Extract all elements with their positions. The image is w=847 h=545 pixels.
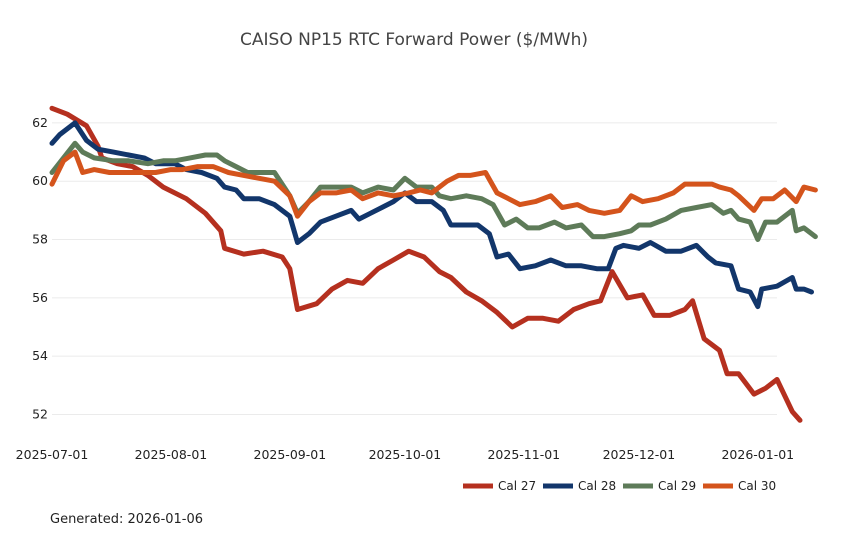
series-line-cal-28 xyxy=(49,120,814,310)
x-tick-label: 2025-09-01 xyxy=(254,447,327,462)
y-axis-ticks: 52 54 56 58 60 62 xyxy=(32,115,48,422)
y-tick-label: 52 xyxy=(32,407,48,422)
y-tick-label: 60 xyxy=(32,173,48,188)
y-tick-label: 56 xyxy=(32,290,48,305)
y-tick-label: 58 xyxy=(32,232,48,247)
series-line-cal-27 xyxy=(49,105,803,423)
x-tick-label: 2025-10-01 xyxy=(369,447,442,462)
legend-label: Cal 30 xyxy=(738,479,776,493)
series-line-cal-29 xyxy=(49,140,818,242)
series-line-cal-30 xyxy=(49,149,818,219)
y-tick-label: 62 xyxy=(32,115,48,130)
chart-title: CAISO NP15 RTC Forward Power ($/MWh) xyxy=(240,30,588,50)
x-tick-label: 2025-08-01 xyxy=(135,447,208,462)
x-tick-label: 2026-01-01 xyxy=(721,447,794,462)
legend-label: Cal 28 xyxy=(578,479,616,493)
legend-label: Cal 27 xyxy=(498,479,536,493)
x-axis-ticks: 2025-07-01 2025-08-01 2025-09-01 2025-10-01… xyxy=(16,447,794,462)
legend-label: Cal 29 xyxy=(658,479,696,493)
generated-date: Generated: 2026-01-06 xyxy=(50,512,204,527)
series-lines xyxy=(49,105,818,423)
y-tick-label: 54 xyxy=(32,348,48,363)
gridlines xyxy=(52,122,777,416)
x-tick-label: 2025-11-01 xyxy=(487,447,560,462)
legend: Cal 27 Cal 28 Cal 29 Cal 30 xyxy=(463,479,776,493)
x-tick-label: 2025-07-01 xyxy=(16,447,89,462)
x-tick-label: 2025-12-01 xyxy=(603,447,676,462)
